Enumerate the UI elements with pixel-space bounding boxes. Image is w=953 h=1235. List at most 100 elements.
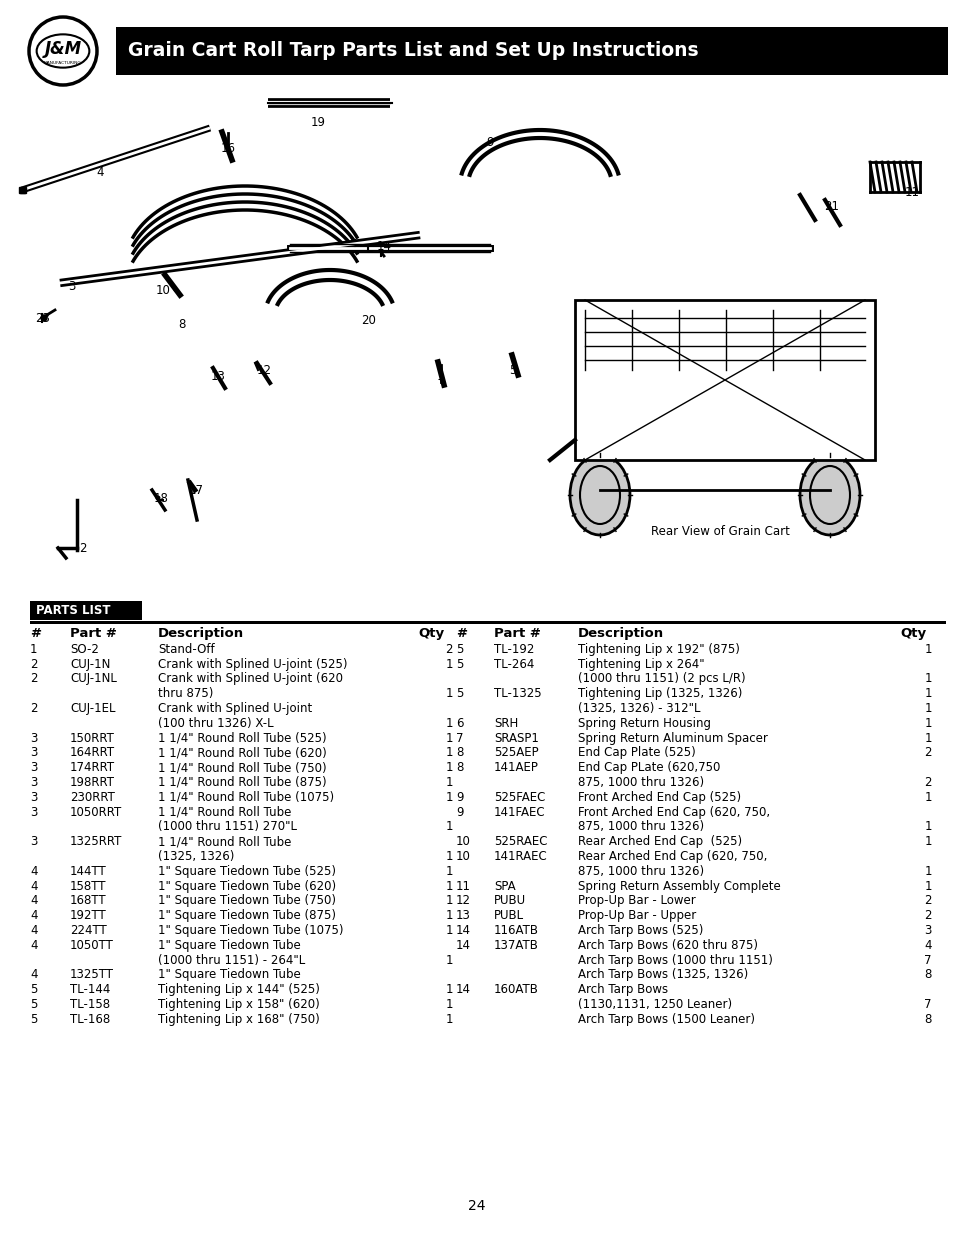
Text: 1: 1 bbox=[923, 790, 931, 804]
Text: TL-144: TL-144 bbox=[70, 983, 111, 997]
Text: 230RRT: 230RRT bbox=[70, 790, 114, 804]
Text: 3: 3 bbox=[30, 835, 37, 848]
Text: 875, 1000 thru 1326): 875, 1000 thru 1326) bbox=[578, 776, 703, 789]
Text: 4: 4 bbox=[30, 909, 37, 923]
Text: 1" Square Tiedown Tube: 1" Square Tiedown Tube bbox=[158, 968, 300, 982]
Text: Part #: Part # bbox=[70, 627, 117, 640]
Text: Qty: Qty bbox=[417, 627, 444, 640]
Text: 1 1/4" Round Roll Tube (1075): 1 1/4" Round Roll Tube (1075) bbox=[158, 790, 334, 804]
Text: Arch Tarp Bows (1500 Leaner): Arch Tarp Bows (1500 Leaner) bbox=[578, 1013, 754, 1026]
Text: 224TT: 224TT bbox=[70, 924, 107, 937]
Text: 3: 3 bbox=[69, 280, 75, 294]
Text: J&M: J&M bbox=[45, 40, 81, 58]
Text: Spring Return Aluminum Spacer: Spring Return Aluminum Spacer bbox=[578, 731, 767, 745]
Text: 2: 2 bbox=[923, 909, 931, 923]
Text: 3: 3 bbox=[923, 924, 931, 937]
Text: 13: 13 bbox=[211, 369, 225, 383]
Text: 8: 8 bbox=[178, 319, 186, 331]
Text: 6: 6 bbox=[456, 716, 463, 730]
Text: Tightening Lip x 264": Tightening Lip x 264" bbox=[578, 657, 704, 671]
Bar bbox=[30, 621, 945, 624]
Text: 525RAEC: 525RAEC bbox=[494, 835, 547, 848]
Text: Crank with Splined U-joint (525): Crank with Splined U-joint (525) bbox=[158, 657, 347, 671]
Text: thru 875): thru 875) bbox=[158, 687, 213, 700]
Text: 7: 7 bbox=[923, 953, 931, 967]
Text: 2: 2 bbox=[30, 657, 37, 671]
Circle shape bbox=[29, 17, 97, 85]
Text: 4: 4 bbox=[96, 167, 104, 179]
Text: 20: 20 bbox=[361, 314, 376, 326]
Text: 150RRT: 150RRT bbox=[70, 731, 114, 745]
Text: 14: 14 bbox=[456, 983, 471, 997]
Text: Description: Description bbox=[158, 627, 244, 640]
Text: 1: 1 bbox=[445, 790, 453, 804]
Text: Arch Tarp Bows (1325, 1326): Arch Tarp Bows (1325, 1326) bbox=[578, 968, 747, 982]
Text: Crank with Splined U-joint (620: Crank with Splined U-joint (620 bbox=[158, 672, 343, 685]
Text: 14: 14 bbox=[376, 241, 391, 253]
Text: 525FAEC: 525FAEC bbox=[494, 790, 545, 804]
Text: 1" Square Tiedown Tube (525): 1" Square Tiedown Tube (525) bbox=[158, 864, 335, 878]
Text: 2: 2 bbox=[923, 894, 931, 908]
Text: 3: 3 bbox=[30, 731, 37, 745]
Text: 9: 9 bbox=[486, 137, 494, 149]
Text: TL-192: TL-192 bbox=[494, 642, 534, 656]
Text: 2: 2 bbox=[79, 541, 87, 555]
Text: 1: 1 bbox=[445, 983, 453, 997]
Text: 10: 10 bbox=[155, 284, 171, 296]
Text: 137ATB: 137ATB bbox=[494, 939, 538, 952]
Text: 11: 11 bbox=[903, 185, 919, 199]
Text: TL-264: TL-264 bbox=[494, 657, 534, 671]
Text: SRH: SRH bbox=[494, 716, 517, 730]
Text: 5: 5 bbox=[456, 687, 463, 700]
Text: (1000 thru 1151) (2 pcs L/R): (1000 thru 1151) (2 pcs L/R) bbox=[578, 672, 745, 685]
Text: 8: 8 bbox=[923, 1013, 931, 1026]
Text: 141RAEC: 141RAEC bbox=[494, 850, 547, 863]
Text: 1: 1 bbox=[445, 731, 453, 745]
Text: 2: 2 bbox=[923, 746, 931, 760]
Text: 17: 17 bbox=[189, 484, 203, 498]
Text: 1: 1 bbox=[923, 820, 931, 834]
Text: 1: 1 bbox=[445, 687, 453, 700]
Text: 11: 11 bbox=[456, 879, 471, 893]
Text: 5: 5 bbox=[30, 998, 37, 1011]
Text: SPA: SPA bbox=[494, 879, 515, 893]
Text: 141FAEC: 141FAEC bbox=[494, 805, 545, 819]
Text: 192TT: 192TT bbox=[70, 909, 107, 923]
Text: 1: 1 bbox=[436, 369, 443, 383]
Text: 1: 1 bbox=[923, 642, 931, 656]
Text: 1" Square Tiedown Tube (1075): 1" Square Tiedown Tube (1075) bbox=[158, 924, 343, 937]
Text: 3: 3 bbox=[30, 776, 37, 789]
Text: 24: 24 bbox=[468, 1199, 485, 1213]
Text: 1: 1 bbox=[445, 998, 453, 1011]
Circle shape bbox=[155, 495, 160, 500]
Text: Rear Arched End Cap  (525): Rear Arched End Cap (525) bbox=[578, 835, 741, 848]
Bar bbox=[116, 27, 947, 75]
Text: TL-168: TL-168 bbox=[70, 1013, 111, 1026]
Text: 1 1/4" Round Roll Tube (750): 1 1/4" Round Roll Tube (750) bbox=[158, 761, 326, 774]
Text: PUBL: PUBL bbox=[494, 909, 523, 923]
Text: CUJ-1EL: CUJ-1EL bbox=[70, 701, 115, 715]
Text: 1: 1 bbox=[923, 835, 931, 848]
Text: #: # bbox=[456, 627, 467, 640]
Ellipse shape bbox=[800, 454, 859, 535]
Text: 21: 21 bbox=[823, 200, 839, 214]
Text: 1 1/4" Round Roll Tube: 1 1/4" Round Roll Tube bbox=[158, 805, 291, 819]
Text: 9: 9 bbox=[456, 805, 463, 819]
Text: 12: 12 bbox=[256, 364, 272, 378]
Text: Arch Tarp Bows (525): Arch Tarp Bows (525) bbox=[578, 924, 702, 937]
Text: 18: 18 bbox=[153, 492, 169, 505]
Text: Qty: Qty bbox=[899, 627, 925, 640]
Text: Description: Description bbox=[578, 627, 663, 640]
Text: 1: 1 bbox=[923, 672, 931, 685]
Text: PUBU: PUBU bbox=[494, 894, 525, 908]
Text: 1: 1 bbox=[445, 761, 453, 774]
Text: 1" Square Tiedown Tube: 1" Square Tiedown Tube bbox=[158, 939, 300, 952]
Text: 1" Square Tiedown Tube (750): 1" Square Tiedown Tube (750) bbox=[158, 894, 335, 908]
Circle shape bbox=[41, 315, 47, 321]
Text: 16: 16 bbox=[220, 142, 235, 154]
Text: TL-158: TL-158 bbox=[70, 998, 110, 1011]
Text: End Cap Plate (525): End Cap Plate (525) bbox=[578, 746, 695, 760]
Text: 5: 5 bbox=[30, 1013, 37, 1026]
Text: 1: 1 bbox=[445, 820, 453, 834]
Text: 1: 1 bbox=[923, 716, 931, 730]
